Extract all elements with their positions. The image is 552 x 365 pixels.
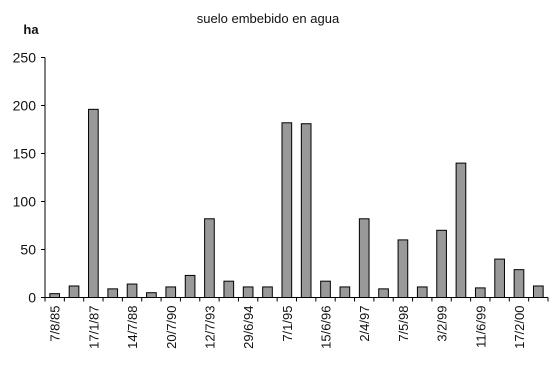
bar	[281, 122, 293, 298]
y-tick-label: 0	[28, 290, 36, 306]
bar	[88, 108, 99, 298]
bar	[532, 285, 544, 299]
bar	[474, 287, 486, 298]
y-tick-label: 100	[13, 194, 37, 210]
bar	[262, 286, 273, 299]
x-tick-label: 20/7/90	[164, 306, 179, 349]
x-tick-label: 11/6/99	[473, 306, 488, 348]
bar	[223, 280, 235, 298]
x-tick-label: 17/2/00	[512, 306, 527, 349]
bar	[242, 286, 254, 299]
y-tick-label: 200	[13, 98, 37, 114]
bar	[107, 288, 119, 298]
x-axis: 7/8/85 17/1/87 14/7/88 20/7/90 12/7/93 29/6/9…	[44, 297, 549, 349]
bar	[184, 274, 196, 299]
x-tick-label: 3/2/99	[435, 306, 450, 342]
bar	[436, 229, 447, 298]
bar	[126, 283, 138, 298]
x-tick-label: 2/4/97	[357, 306, 372, 342]
y-tick-label: 250	[13, 50, 37, 66]
bars	[49, 108, 544, 299]
bar	[339, 286, 351, 299]
bar	[416, 286, 428, 299]
bar	[378, 288, 389, 298]
bar	[68, 285, 80, 299]
bar	[513, 269, 525, 299]
x-tick-label: 29/6/94	[241, 306, 256, 349]
y-tick-label: 150	[13, 146, 37, 162]
y-axis: 0 50 100 150 200 250	[13, 50, 46, 306]
bar	[204, 218, 215, 298]
bar	[320, 280, 331, 298]
bar	[300, 123, 312, 298]
x-tick-label: 7/1/95	[280, 306, 295, 342]
x-tick-label: 15/6/96	[319, 306, 334, 349]
x-tick-label: 14/7/88	[125, 306, 140, 349]
bar	[397, 239, 409, 298]
bar	[146, 292, 157, 299]
bar	[165, 286, 177, 299]
bar	[455, 162, 467, 298]
bar	[494, 258, 505, 299]
y-axis-unit-label: ha	[23, 22, 39, 37]
y-tick-label: 50	[20, 242, 36, 258]
x-tick-label: 12/7/93	[202, 306, 217, 349]
x-tick-label: 7/8/85	[48, 306, 63, 342]
bar	[358, 218, 370, 298]
bar	[49, 293, 61, 299]
x-tick-label: 7/5/98	[396, 306, 411, 342]
x-tick-label: 17/1/87	[86, 306, 101, 349]
chart-title: suelo embebido en agua	[197, 11, 340, 26]
